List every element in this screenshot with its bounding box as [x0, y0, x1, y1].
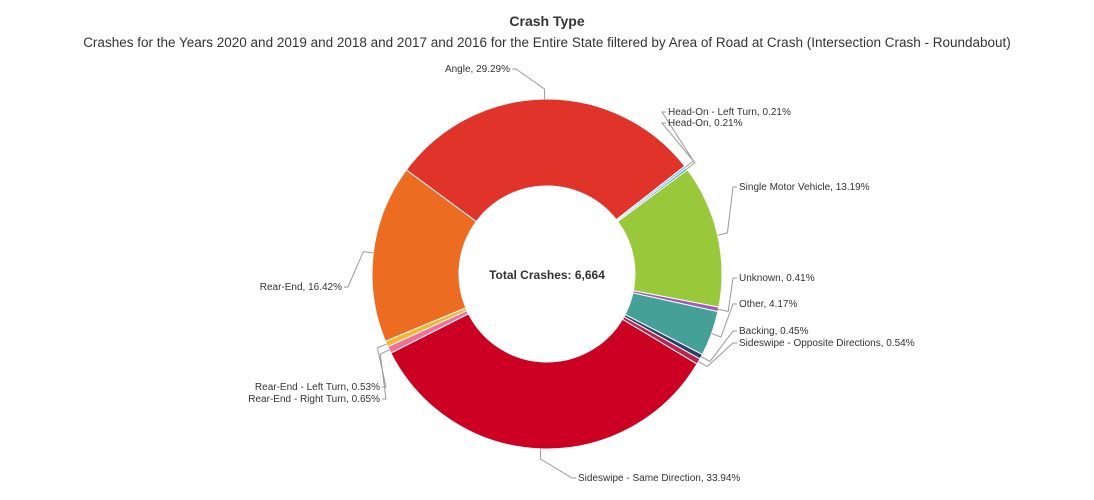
- connector-sideswipe-opposite-directions: [698, 342, 737, 368]
- connector-head-on-left-turn: [661, 111, 695, 168]
- label-connectors: [344, 68, 737, 479]
- label-angle: Angle, 29.29%: [445, 64, 510, 75]
- center-total-label: Total Crashes: 6,664: [489, 268, 605, 282]
- chart-title: Crash Type: [509, 13, 585, 29]
- connector-unknown: [718, 277, 737, 312]
- connector-rear-end-left-turn: [376, 343, 387, 388]
- label-rear-end-right-turn: Rear-End - Right Turn, 0.65%: [248, 394, 380, 405]
- slice-rear-end[interactable]: [371, 169, 477, 342]
- label-backing: Backing, 0.45%: [739, 326, 809, 337]
- label-head-on-left-turn: Head-On - Left Turn, 0.21%: [668, 107, 791, 118]
- connector-other: [711, 303, 737, 338]
- label-sideswipe-opposite-directions: Sideswipe - Opposite Directions, 0.54%: [739, 338, 915, 349]
- connector-backing: [700, 330, 737, 363]
- connector-angle: [512, 68, 546, 100]
- chart-subtitle: Crashes for the Years 2020 and 2019 and …: [83, 35, 1011, 50]
- connector-sideswipe-same-direction: [539, 448, 576, 479]
- slice-sideswipe-same-direction[interactable]: [390, 313, 698, 450]
- label-rear-end: Rear-End, 16.42%: [260, 282, 342, 293]
- slice-labels: Angle, 29.29% Head-On - Left Turn, 0.21%H…: [248, 64, 914, 484]
- label-other: Other, 4.17%: [739, 299, 797, 310]
- connector-head-on: [660, 122, 696, 170]
- connector-single-motor-vehicle: [717, 186, 737, 236]
- label-sideswipe-same-direction: Sideswipe - Same Direction, 33.94%: [578, 473, 740, 484]
- label-single-motor-vehicle: Single Motor Vehicle, 13.19%: [739, 182, 870, 193]
- connector-rear-end: [344, 251, 374, 288]
- connector-rear-end-right-turn: [379, 349, 390, 400]
- label-unknown: Unknown, 0.41%: [739, 273, 815, 284]
- label-head-on: Head-On, 0.21%: [668, 118, 743, 129]
- label-rear-end-left-turn: Rear-End - Left Turn, 0.53%: [255, 382, 380, 393]
- slice-angle[interactable]: [405, 98, 686, 223]
- donut-slices: [371, 98, 723, 450]
